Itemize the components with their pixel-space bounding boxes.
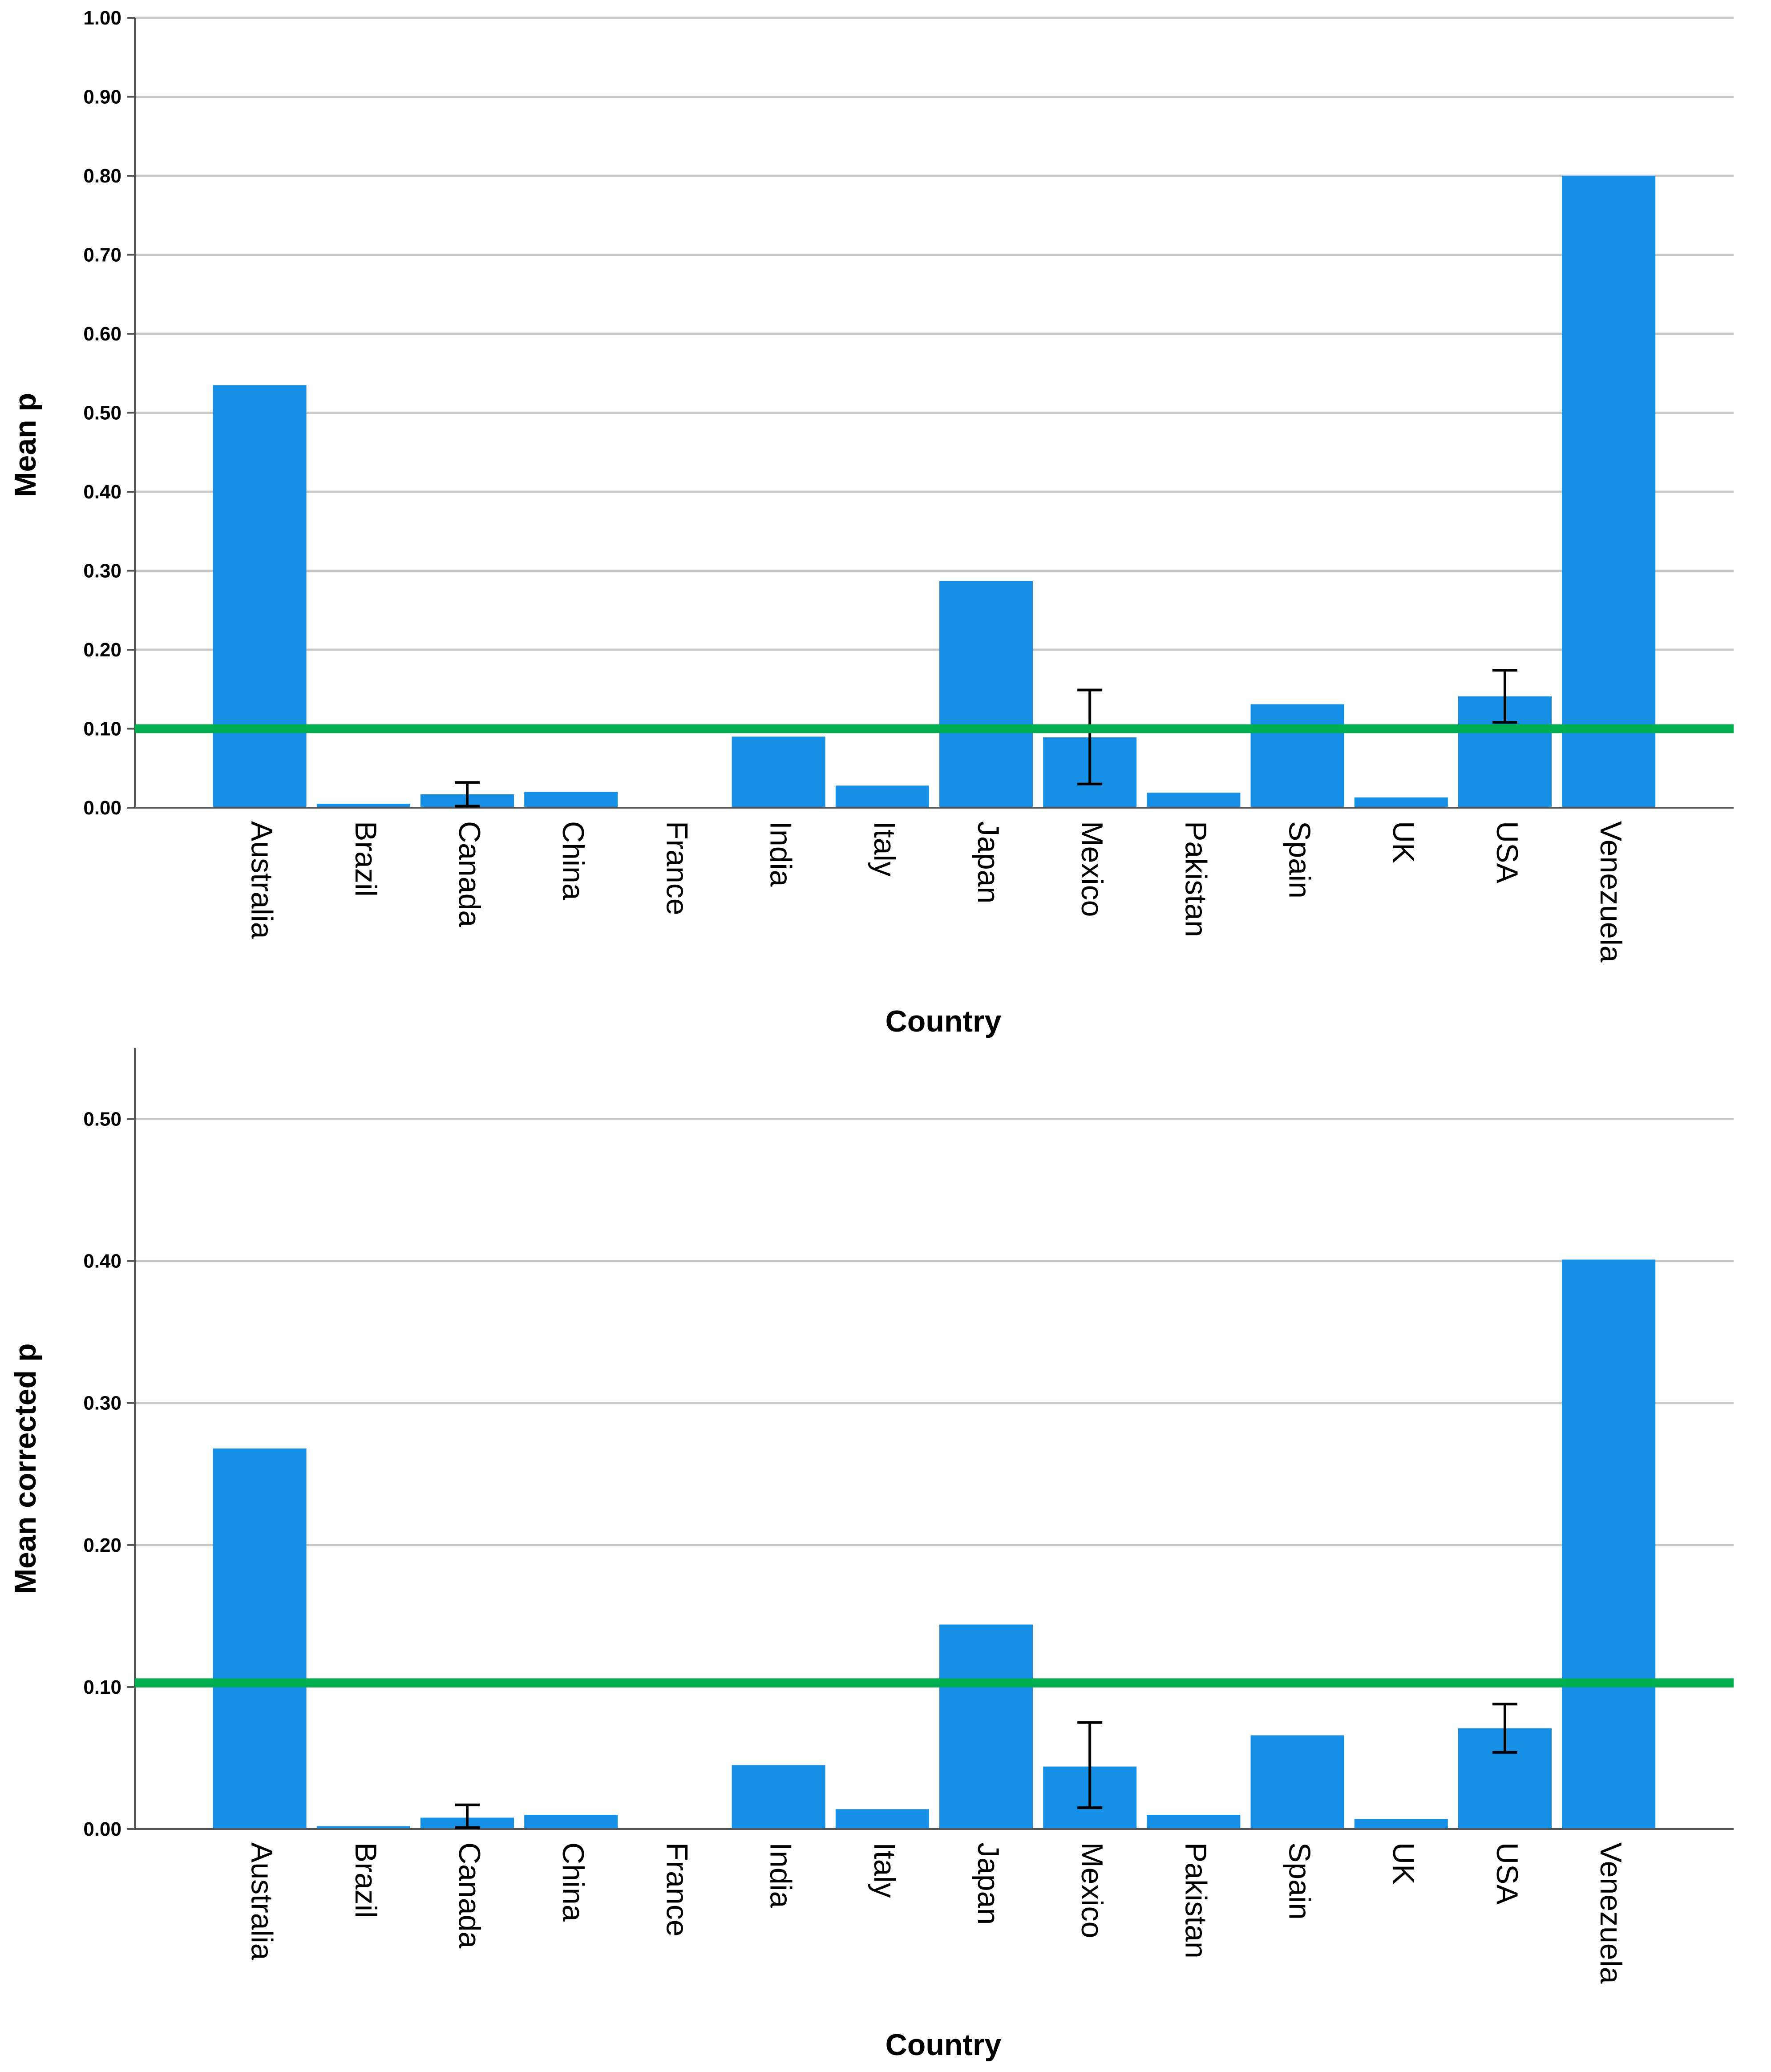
bar-uk [1354,797,1448,808]
chart-mean-p: 0.00 0.10 0.20 0.30 0.40 0.50 0.60 0.70 0.80 0.90… [8,7,1734,1038]
bar-pakistan [1147,1815,1241,1829]
x-tick-label: Mexico [1075,821,1109,917]
y-tick-label: 0.00 [83,797,121,819]
bar-china [524,792,618,808]
bar-japan [939,1624,1033,1829]
y-tick-label: 0.80 [83,165,121,187]
y-tick-label: 0.20 [83,639,121,661]
y-tick-label: 0.40 [83,1250,121,1272]
x-tick-label: Australia [245,1842,279,1960]
x-tick-label: Brazil [349,1842,383,1918]
y-tick-label: 0.30 [83,560,121,582]
x-tick-label: UK [1387,1842,1420,1884]
y-tick-label: 0.30 [83,1392,121,1414]
x-tick-label: France [660,1842,694,1937]
x-tick-label: China [556,821,590,900]
x-tick-label: Spain [1283,821,1317,898]
bar-venezuela [1562,1259,1656,1829]
y-tick-label: 0.10 [83,718,121,740]
bar-spain [1250,1735,1344,1829]
y-tick-label: 0.50 [83,1109,121,1130]
y-tick-label: 0.70 [83,244,121,266]
bar-india [732,737,825,808]
y-tick-label: 0.40 [83,481,121,503]
x-tick-label: Mexico [1075,1842,1109,1938]
x-tick-label: Italy [868,1842,902,1898]
y-tick-label: 0.90 [83,86,121,108]
bar-india [732,1765,825,1829]
bar-pakistan [1147,793,1241,808]
bar-brazil [316,804,410,808]
y-axis-title: Mean p [8,393,42,497]
bar-australia [213,385,307,808]
x-tick-label: Italy [868,821,902,877]
chart-mean-corrected-p: 0.00 0.10 0.20 0.30 0.40 0.50 Australia Brazil C… [8,1048,1734,2062]
x-tick-label: Canada [453,1842,486,1948]
x-tick-label: Brazil [349,821,383,897]
x-axis-title: Country [886,1004,1002,1038]
x-tick-label: India [764,821,798,887]
bar-uk [1354,1819,1448,1829]
x-tick-label: Pakistan [1179,821,1213,937]
x-tick-label: Pakistan [1179,1842,1213,1959]
x-tick-label: USA [1490,1842,1524,1905]
x-tick-label: Spain [1283,1842,1317,1920]
x-tick-label: USA [1490,821,1524,883]
x-tick-label: Canada [453,821,486,927]
x-tick-label: India [764,1842,798,1908]
x-tick-label: Venezuela [1594,821,1628,963]
y-tick-label: 0.50 [83,402,121,424]
x-tick-label: China [556,1842,590,1922]
bar-japan [939,581,1033,808]
x-tick-label: France [660,821,694,915]
bar-australia [213,1448,307,1829]
bar-italy [835,785,929,808]
x-axis-title: Country [886,2028,1002,2062]
bar-china [524,1815,618,1829]
bar-brazil [316,1826,410,1829]
y-axis-title: Mean corrected p [8,1343,42,1594]
y-tick-label: 1.00 [83,7,121,29]
y-tick-label: 0.10 [83,1676,121,1698]
bar-spain [1250,704,1344,808]
y-tick-label: 0.20 [83,1534,121,1556]
bar-italy [835,1809,929,1829]
bar-venezuela [1562,176,1656,808]
x-tick-label: Australia [245,821,279,939]
x-tick-label: Japan [971,1842,1005,1925]
y-tick-label: 0.00 [83,1818,121,1840]
y-tick-label: 0.60 [83,323,121,345]
x-tick-label: UK [1387,821,1420,863]
x-tick-label: Venezuela [1594,1842,1628,1984]
x-tick-label: Japan [971,821,1005,903]
